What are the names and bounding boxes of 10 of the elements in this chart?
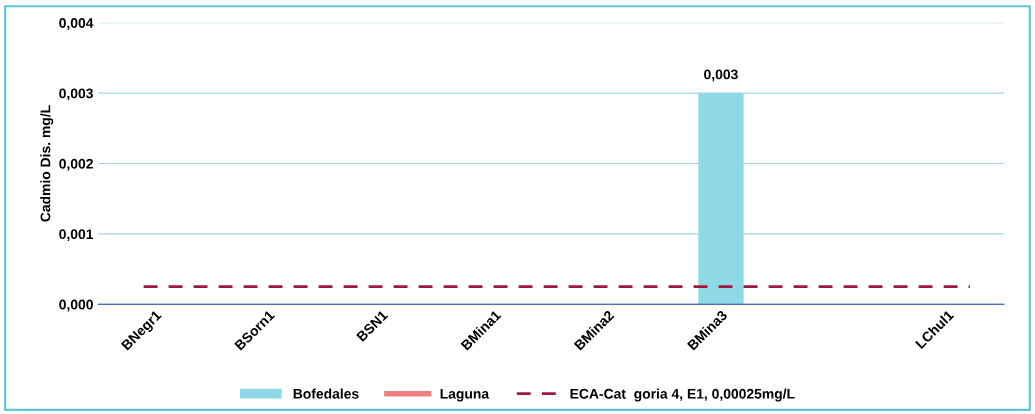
y-tick-label: 0,003 bbox=[59, 88, 93, 101]
y-tick-label: 0,004 bbox=[59, 18, 94, 30]
y-tick-label: 0,000 bbox=[59, 299, 93, 312]
legend-label: ECA-Cat goria 4, E1, 0,00025mg/L bbox=[570, 388, 795, 402]
y-tick-label: 0,002 bbox=[59, 158, 93, 171]
legend-label: Bofedales bbox=[293, 388, 359, 399]
legend-label: Laguna bbox=[440, 389, 490, 402]
y-axis-title: Cadmio Dis. mg/L bbox=[40, 105, 54, 222]
y-tick-label: 0,001 bbox=[59, 229, 94, 242]
data-label: 0,003 bbox=[704, 69, 738, 82]
